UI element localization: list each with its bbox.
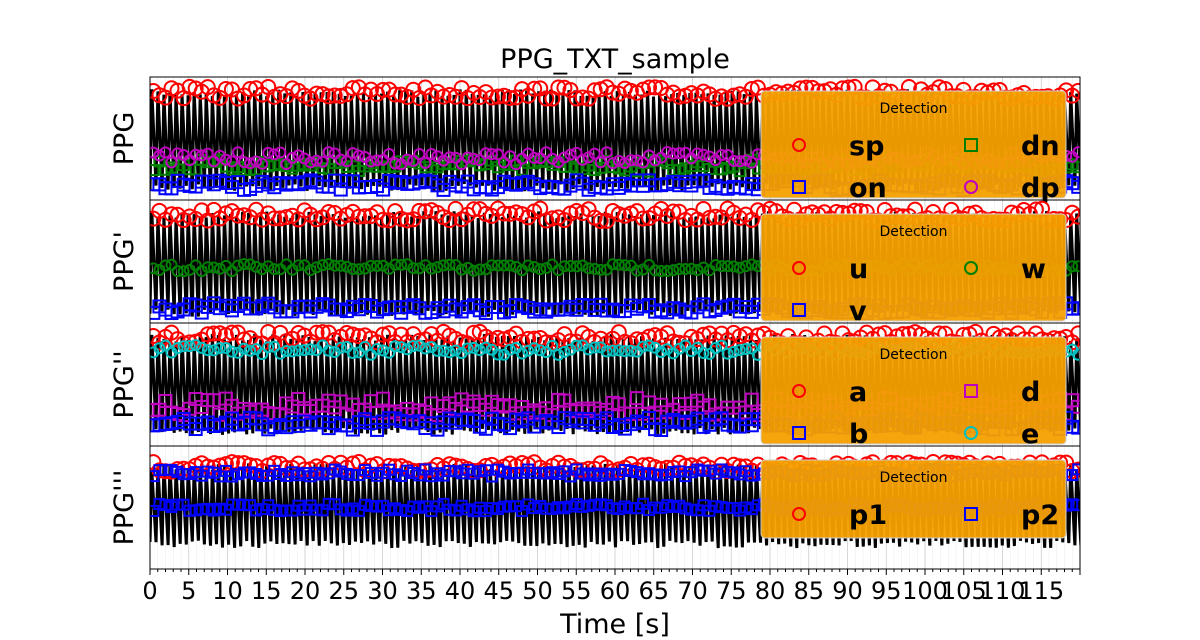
x-tick-label: 65 bbox=[638, 577, 669, 605]
legend-label: sp bbox=[849, 131, 884, 162]
legend-box bbox=[760, 213, 1067, 322]
legend-marker bbox=[792, 384, 806, 398]
legend-entry-sp: sp bbox=[792, 131, 884, 162]
legend-entry-u: u bbox=[792, 254, 868, 285]
legend-marker bbox=[964, 384, 978, 398]
x-tick-label: 75 bbox=[716, 577, 747, 605]
legend-marker bbox=[964, 261, 978, 275]
legend-label: v bbox=[849, 296, 867, 327]
legend-label: on bbox=[849, 173, 887, 204]
legend-label: p1 bbox=[849, 500, 887, 531]
legend-entry-w: w bbox=[964, 254, 1046, 285]
legend-entry-v: v bbox=[792, 296, 867, 327]
legend-label: p2 bbox=[1021, 500, 1059, 531]
legend-label: dp bbox=[1021, 173, 1060, 204]
chart-title: PPG_TXT_sample bbox=[500, 44, 730, 75]
y-axis-label: PPG'' bbox=[109, 350, 140, 418]
x-tick-label: 20 bbox=[290, 577, 321, 605]
x-tick-label: 35 bbox=[406, 577, 437, 605]
x-tick-label: 80 bbox=[755, 577, 786, 605]
legend: Detection a d b e bbox=[760, 336, 1067, 450]
x-tick-label: 10 bbox=[212, 577, 243, 605]
legend-title: Detection bbox=[879, 347, 947, 363]
x-tick-label: 85 bbox=[793, 577, 824, 605]
x-tick-label: 15 bbox=[251, 577, 282, 605]
x-tick-label: 95 bbox=[871, 577, 902, 605]
x-axis: 0 5 10 15 20 25 30 35 40 45 50 55 60 65 70 75 80 85 90 95 10… bbox=[142, 569, 1081, 605]
legend-marker bbox=[792, 507, 806, 521]
legend-entry-dp: dp bbox=[964, 173, 1060, 204]
x-tick-label: 55 bbox=[561, 577, 592, 605]
x-tick-label: 45 bbox=[483, 577, 514, 605]
legend-entry-p1: p1 bbox=[792, 500, 887, 531]
legend-box bbox=[760, 336, 1067, 445]
legend-marker bbox=[964, 426, 978, 440]
x-tick-label: 110 bbox=[980, 577, 1026, 605]
legend-label: e bbox=[1021, 419, 1039, 450]
panel-2: PPG' Detection u w v bbox=[109, 199, 1081, 327]
legend-box bbox=[760, 459, 1067, 539]
panel-1: PPG Detection sp dn on dp bbox=[109, 76, 1081, 204]
x-tick-label: 115 bbox=[1018, 577, 1064, 605]
x-tick-label: 30 bbox=[367, 577, 398, 605]
legend-label: d bbox=[1021, 377, 1040, 408]
legend-marker bbox=[792, 261, 806, 275]
x-tick-label: 25 bbox=[328, 577, 359, 605]
legend: Detection u w v bbox=[760, 213, 1067, 327]
legend-entry-a: a bbox=[792, 377, 867, 408]
legend-label: w bbox=[1021, 254, 1046, 285]
legend-label: dn bbox=[1021, 131, 1060, 162]
legend-marker bbox=[792, 138, 806, 152]
x-tick-label: 105 bbox=[941, 577, 987, 605]
legend-label: a bbox=[849, 377, 867, 408]
legend-entry-dn: dn bbox=[964, 131, 1060, 162]
x-tick-label: 50 bbox=[522, 577, 553, 605]
legend-label: b bbox=[849, 419, 868, 450]
legend-label: u bbox=[849, 254, 868, 285]
legend: Detection p1 p2 bbox=[760, 459, 1067, 539]
x-tick-label: 100 bbox=[902, 577, 948, 605]
legend-entry-b: b bbox=[792, 419, 868, 450]
y-axis-label: PPG''' bbox=[109, 470, 140, 546]
legend-marker bbox=[792, 426, 806, 440]
legend-title: Detection bbox=[879, 101, 947, 117]
legend-title: Detection bbox=[879, 224, 947, 240]
x-tick-label: 70 bbox=[677, 577, 708, 605]
x-axis-label: Time [s] bbox=[559, 609, 670, 640]
x-tick-label: 90 bbox=[832, 577, 863, 605]
x-tick-label: 0 bbox=[142, 577, 157, 605]
x-tick-label: 5 bbox=[181, 577, 196, 605]
y-axis-label: PPG' bbox=[109, 231, 140, 292]
legend-marker bbox=[964, 180, 978, 194]
x-tick-label: 60 bbox=[600, 577, 631, 605]
panel-4: PPG''' Detection p1 p2 bbox=[109, 445, 1081, 570]
legend-marker bbox=[964, 138, 978, 152]
legend-box bbox=[760, 90, 1067, 199]
legend-entry-d: d bbox=[964, 377, 1040, 408]
legend-marker bbox=[964, 507, 978, 521]
legend: Detection sp dn on dp bbox=[760, 90, 1067, 204]
panel-3: PPG'' Detection a d b e bbox=[109, 322, 1081, 450]
legend-entry-e: e bbox=[964, 419, 1039, 450]
legend-entry-p2: p2 bbox=[964, 500, 1059, 531]
legend-marker bbox=[792, 180, 806, 194]
y-axis-label: PPG bbox=[109, 112, 140, 166]
legend-marker bbox=[792, 303, 806, 317]
legend-title: Detection bbox=[879, 470, 947, 486]
x-tick-label: 40 bbox=[445, 577, 476, 605]
legend-entry-on: on bbox=[792, 173, 887, 204]
